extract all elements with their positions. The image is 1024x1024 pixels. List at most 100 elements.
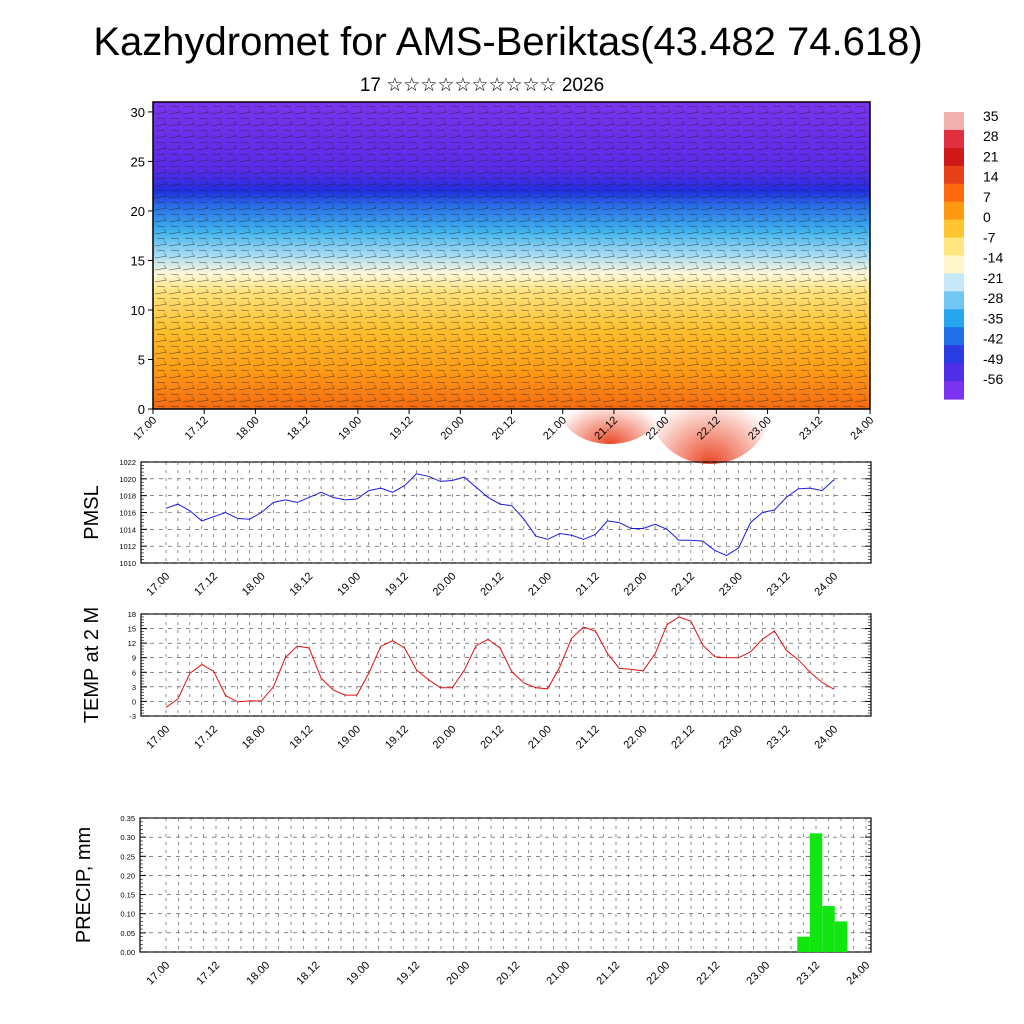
colorbar-label: 35 [983,108,999,124]
y-tick-label: 9 [132,654,136,663]
x-tick-label: 17.12 [192,570,220,598]
colorbar-swatch [944,201,964,221]
temp-panel: -3 0 3 6 9 12 15 18 17.00 17.12 18.00 18.12 19.00 19.… [81,607,872,751]
colorbar-swatch [944,309,964,328]
colorbar-label: 0 [983,209,991,225]
y-tick-label: 1016 [119,509,136,518]
x-tick-label: 20.00 [431,723,459,751]
x-tick-label: 19.12 [394,959,422,987]
x-tick-label: 21.12 [574,570,602,598]
x-tick-label: 23.00 [717,723,745,751]
x-tick-label: 19.12 [383,723,411,751]
chart-subtitle: 17 ☆☆☆☆☆☆☆☆☆☆ 2026 [360,75,604,96]
y-tick-label: 1018 [119,492,136,501]
x-tick-label: 23.12 [765,723,793,751]
x-tick-label: 20.00 [439,414,467,442]
colorbar-swatch [944,219,964,239]
colorbar-label: -56 [983,371,1003,387]
y-tick-label: 15 [131,253,145,268]
x-tick-label: 17.12 [194,959,222,987]
x-tick-label: 18.12 [288,723,316,751]
y-tick-label: -3 [129,712,136,721]
y-tick-label: 0.25 [120,852,135,861]
y-tick-label: 0.35 [120,814,135,823]
chart-title: Kazhydromet for AMS-Beriktas(43.482 74.6… [93,20,922,64]
x-tick-label: 17.00 [144,959,172,987]
y-tick-label: 18 [128,610,136,619]
x-tick-label: 18.00 [240,570,268,598]
colorbar-swatch [944,129,964,149]
y-tick-label: 10 [131,303,145,318]
colorbar-swatch [944,165,964,185]
y-tick-label: 1022 [119,458,136,467]
x-tick-label: 19.00 [336,414,364,442]
colorbar-swatch [944,183,964,203]
x-tick-label: 22.00 [644,959,672,987]
colorbar-swatch [944,147,964,167]
precip-panel: 0.00 0.05 0.10 0.15 0.20 0.25 0.30 0.35 17.00 17.… [73,814,872,987]
x-tick-label: 23.00 [744,959,772,987]
y-tick-label: 1010 [119,559,136,568]
y-axis-label: TEMP at 2 M [81,607,103,723]
x-tick-label: 20.12 [490,414,518,442]
x-tick-label: 20.12 [478,570,506,598]
colorbar-label: -28 [983,290,1003,306]
colorbar-swatch [944,291,964,310]
y-tick-label: 0.00 [120,948,135,957]
x-tick-label: 23.12 [794,959,822,987]
x-tick-label: 20.12 [478,723,506,751]
y-tick-label: 30 [131,105,145,120]
x-tick-label: 19.12 [387,414,415,442]
y-tick-label: 0 [132,697,136,706]
x-tick-label: 20.00 [431,570,459,598]
x-tick-label: 21.12 [594,959,622,987]
y-tick-label: 0 [138,402,145,417]
y-tick-label: 0.15 [120,891,135,900]
x-tick-label: 21.00 [526,570,554,598]
colorbar-label: -21 [983,270,1003,286]
colorbar-swatch [944,345,964,364]
y-tick-label: 5 [138,352,145,367]
series-line [165,473,835,556]
colorbar-swatch [944,273,964,292]
plot-frame [139,817,872,953]
x-tick-label: 22.12 [669,570,697,598]
precip-bar [809,833,823,952]
x-tick-label: 19.00 [344,959,372,987]
x-tick-label: 18.12 [285,414,313,442]
x-tick-label: 23.00 [717,570,745,598]
colorbar-swatch [944,381,964,400]
x-tick-label: 22.12 [694,959,722,987]
x-tick-label: 23.12 [765,570,793,598]
y-tick-label: 0.10 [120,910,135,919]
colorbar-label: -49 [983,351,1003,367]
precip-bar [834,921,848,952]
x-tick-label: 18.00 [244,959,272,987]
x-tick-label: 22.00 [622,570,650,598]
y-tick-label: 20 [131,204,145,219]
x-tick-label: 18.00 [234,414,262,442]
x-tick-label: 24.00 [844,959,872,987]
colorbar-swatch [944,255,964,275]
x-tick-label: 20.12 [494,959,522,987]
x-tick-label: 24.00 [812,723,840,751]
y-tick-label: 0.20 [120,871,135,880]
y-tick-label: 25 [131,154,145,169]
x-tick-label: 17.12 [192,723,220,751]
y-tick-label: 1014 [119,525,136,534]
colorbar-label: -7 [983,229,996,245]
x-tick-label: 21.00 [526,723,554,751]
series-line [165,616,835,708]
x-tick-label: 23.12 [797,414,825,442]
colorbar-label: 21 [983,148,999,164]
x-tick-label: 17.00 [144,570,172,598]
x-tick-label: 19.00 [335,723,363,751]
colorbar-label: 7 [983,189,991,205]
x-tick-label: 18.12 [288,570,316,598]
y-tick-label: 0.30 [120,833,135,842]
y-tick-label: 6 [132,668,136,677]
colorbar-label: 28 [983,128,999,144]
plot-frame [140,613,872,717]
colorbar: 35 28 21 14 7 0 -7 -14 -21 -28 -35 -42 -49 -56 [944,108,1003,400]
x-tick-label: 24.00 [848,414,876,442]
